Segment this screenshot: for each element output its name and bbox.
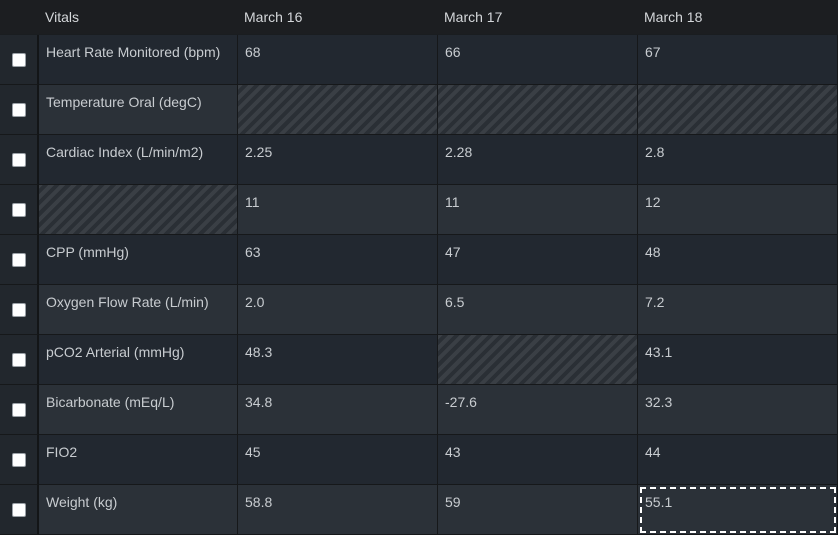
row-select-cell [0, 85, 39, 135]
value-cell-march-16[interactable]: 58.8 [238, 485, 438, 535]
vital-label-cell[interactable]: Temperature Oral (degC) [39, 85, 238, 135]
empty-value-cell-march-17[interactable] [438, 85, 638, 135]
value-cell-march-16[interactable]: 34.8 [238, 385, 438, 435]
row-checkbox[interactable] [12, 303, 26, 317]
row-checkbox[interactable] [12, 103, 26, 117]
table-row: FIO2 45 43 44 [0, 435, 838, 485]
row-checkbox[interactable] [12, 403, 26, 417]
header-march-18[interactable]: March 18 [644, 9, 703, 25]
vital-label-cell[interactable]: Bicarbonate (mEq/L) [39, 385, 238, 435]
header-vitals[interactable]: Vitals [45, 9, 79, 25]
table-row: CPP (mmHg) 63 47 48 [0, 235, 838, 285]
row-checkbox[interactable] [12, 353, 26, 367]
value-cell-march-18[interactable]: 7.2 [638, 285, 838, 335]
value-cell-march-18[interactable]: 2.8 [638, 135, 838, 185]
value-cell-march-16[interactable]: 2.0 [238, 285, 438, 335]
value-cell-march-17[interactable]: 2.28 [438, 135, 638, 185]
row-checkbox[interactable] [12, 53, 26, 67]
value-cell-march-18[interactable]: 67 [638, 35, 838, 85]
empty-vital-label-cell[interactable] [39, 185, 238, 235]
value-cell-march-18[interactable]: 12 [638, 185, 838, 235]
row-select-cell [0, 185, 39, 235]
value-cell-march-16[interactable]: 11 [238, 185, 438, 235]
value-cell-march-16[interactable]: 63 [238, 235, 438, 285]
vital-label-cell[interactable]: Weight (kg) [39, 485, 238, 535]
table-row: Oxygen Flow Rate (L/min) 2.0 6.5 7.2 [0, 285, 838, 335]
vital-label-cell[interactable]: Oxygen Flow Rate (L/min) [39, 285, 238, 335]
value-cell-march-16[interactable]: 48.3 [238, 335, 438, 385]
table-row: pCO2 Arterial (mmHg) 48.3 43.1 [0, 335, 838, 385]
row-select-cell [0, 435, 39, 485]
vital-label-cell[interactable]: FIO2 [39, 435, 238, 485]
value-cell-march-17[interactable]: 6.5 [438, 285, 638, 335]
value-cell-march-18[interactable]: 32.3 [638, 385, 838, 435]
value-cell-march-17[interactable]: 47 [438, 235, 638, 285]
vital-label-cell[interactable]: Cardiac Index (L/min/m2) [39, 135, 238, 185]
value-cell-march-17[interactable]: 11 [438, 185, 638, 235]
value-cell-march-18[interactable]: 48 [638, 235, 838, 285]
table-row: Temperature Oral (degC) [0, 85, 838, 135]
empty-value-cell-march-18[interactable] [638, 85, 838, 135]
value-cell-march-16[interactable]: 2.25 [238, 135, 438, 185]
header-march-17[interactable]: March 17 [444, 9, 503, 25]
selected-value-cell-march-18[interactable]: 55.1 [638, 485, 838, 535]
value-cell-march-18[interactable]: 44 [638, 435, 838, 485]
row-select-cell [0, 285, 39, 335]
empty-value-cell-march-16[interactable] [238, 85, 438, 135]
row-checkbox[interactable] [12, 253, 26, 267]
table-row: Bicarbonate (mEq/L) 34.8 -27.6 32.3 [0, 385, 838, 435]
row-select-cell [0, 135, 39, 185]
value-cell-march-17[interactable]: 66 [438, 35, 638, 85]
row-checkbox[interactable] [12, 453, 26, 467]
vital-label-cell[interactable]: Heart Rate Monitored (bpm) [39, 35, 238, 85]
value-cell-march-16[interactable]: 45 [238, 435, 438, 485]
row-checkbox[interactable] [12, 503, 26, 517]
row-checkbox[interactable] [12, 203, 26, 217]
row-select-cell [0, 35, 39, 85]
header-select-column [0, 0, 39, 34]
row-checkbox[interactable] [12, 153, 26, 167]
empty-value-cell-march-17[interactable] [438, 335, 638, 385]
row-select-cell [0, 335, 39, 385]
value-cell-march-17[interactable]: 59 [438, 485, 638, 535]
header-march-16[interactable]: March 16 [244, 9, 303, 25]
table-row: Cardiac Index (L/min/m2) 2.25 2.28 2.8 [0, 135, 838, 185]
table-row: Weight (kg) 58.8 59 55.1 [0, 485, 838, 535]
row-select-cell [0, 235, 39, 285]
value-cell-march-18[interactable]: 43.1 [638, 335, 838, 385]
grid-header: Vitals March 16 March 17 March 18 [0, 0, 838, 34]
vital-label-cell[interactable]: CPP (mmHg) [39, 235, 238, 285]
value-cell-march-17[interactable]: -27.6 [438, 385, 638, 435]
table-row: 11 11 12 [0, 185, 838, 235]
value-cell-march-17[interactable]: 43 [438, 435, 638, 485]
row-select-cell [0, 485, 39, 535]
value-cell-march-16[interactable]: 68 [238, 35, 438, 85]
table-row: Heart Rate Monitored (bpm) 68 66 67 [0, 35, 838, 85]
vital-label-cell[interactable]: pCO2 Arterial (mmHg) [39, 335, 238, 385]
row-select-cell [0, 385, 39, 435]
